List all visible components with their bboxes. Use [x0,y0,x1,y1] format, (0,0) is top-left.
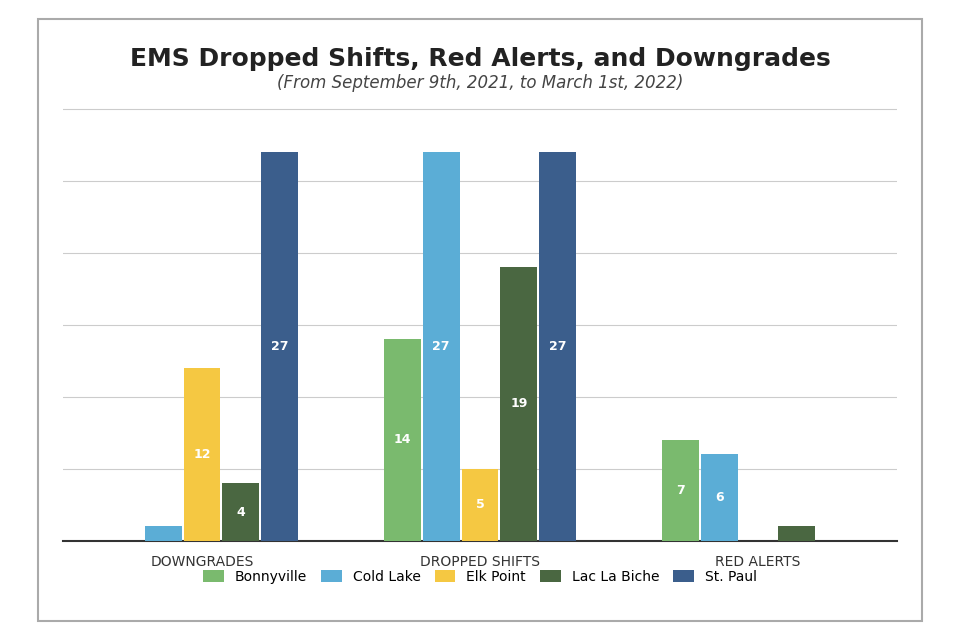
Text: 14: 14 [394,433,411,447]
Bar [223,483,259,541]
Bar [422,152,460,541]
Bar [500,267,538,541]
Bar [661,440,699,541]
Legend: Bonnyville, Cold Lake, Elk Point, Lac La Biche, St. Paul: Bonnyville, Cold Lake, Elk Point, Lac La… [197,564,763,589]
Bar [384,339,420,541]
Bar [145,527,181,541]
Text: 6: 6 [715,491,724,504]
Text: 27: 27 [549,340,566,353]
Bar [462,468,498,541]
Title: EMS Dropped Shifts, Red Alerts, and Downgrades: EMS Dropped Shifts, Red Alerts, and Down… [130,47,830,71]
Text: (From September 9th, 2021, to March 1st, 2022): (From September 9th, 2021, to March 1st,… [276,74,684,92]
Bar [183,368,221,541]
Text: 7: 7 [676,484,684,497]
Text: 19: 19 [510,397,528,410]
Text: 12: 12 [193,448,211,461]
Text: 27: 27 [432,340,450,353]
Bar [779,527,815,541]
Text: 27: 27 [271,340,289,353]
Bar [540,152,576,541]
Bar [701,454,737,541]
Bar [261,152,299,541]
Text: 4: 4 [236,506,246,518]
Text: 5: 5 [475,499,485,511]
